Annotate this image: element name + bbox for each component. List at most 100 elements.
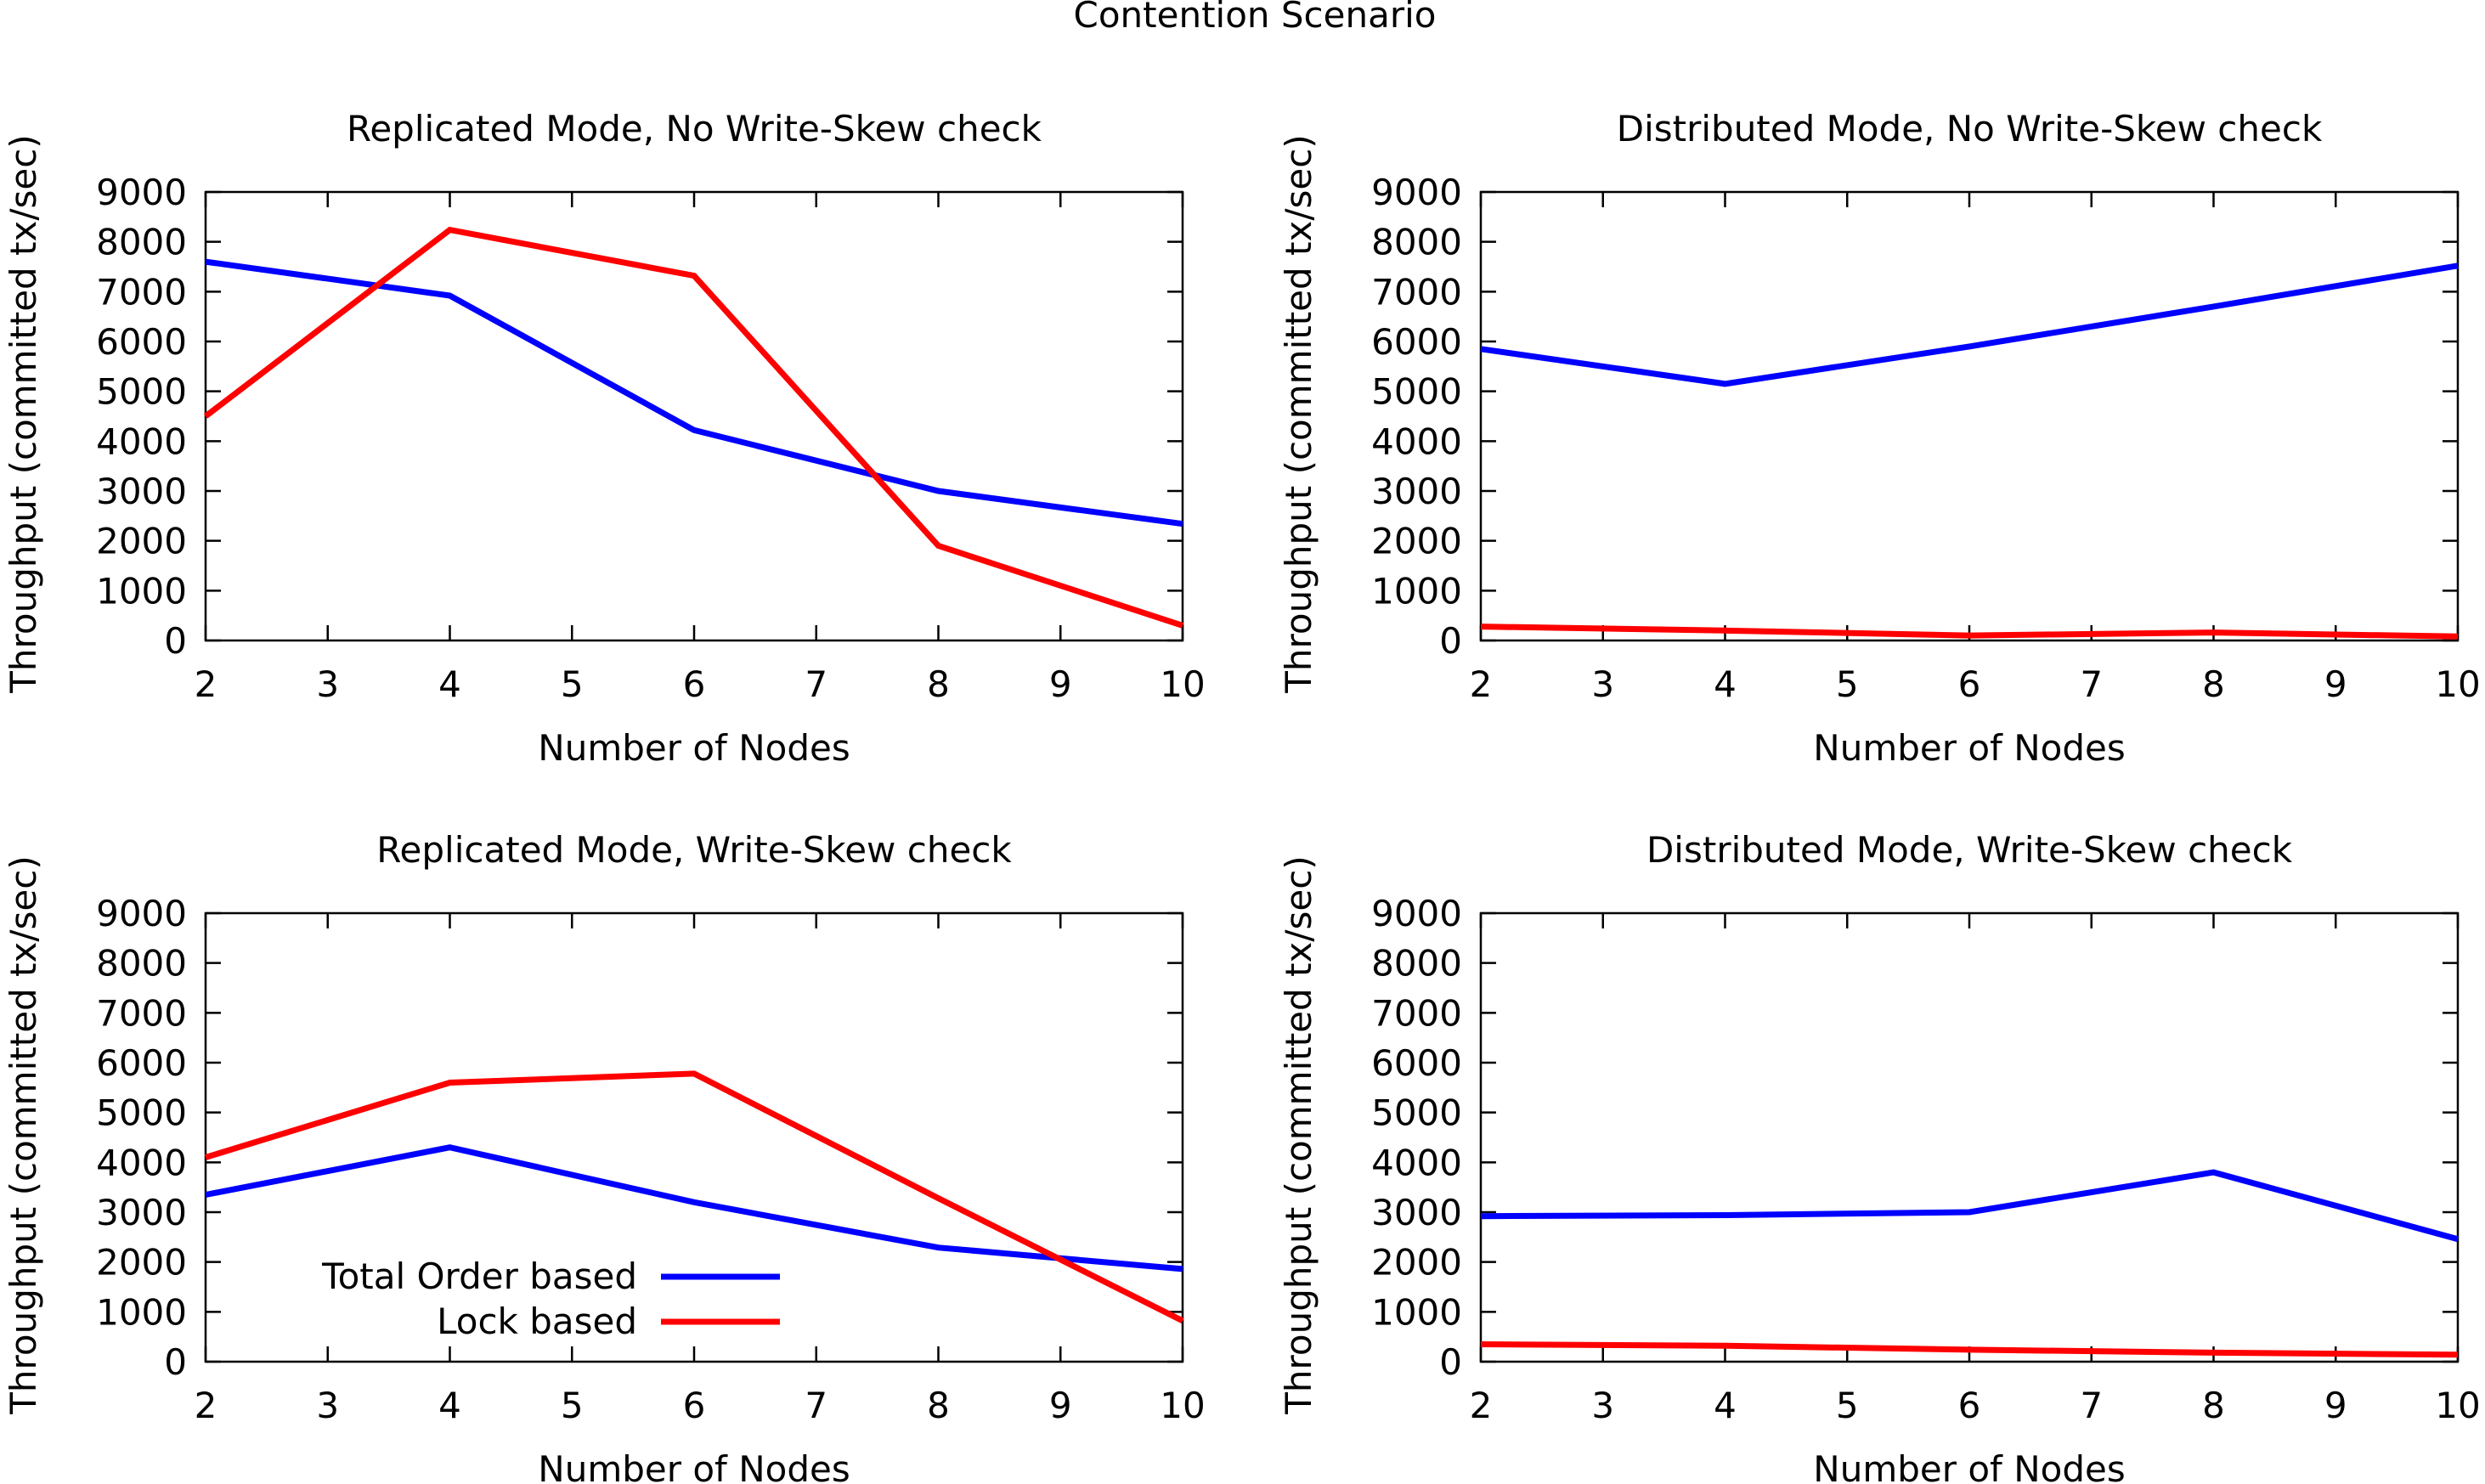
y-tick-label: 1000	[96, 1291, 187, 1333]
x-tick-label: 8	[927, 663, 950, 705]
series-line-lock-based	[1480, 624, 2459, 640]
y-tick-label: 7000	[96, 271, 187, 313]
x-tick-label: 4	[438, 663, 461, 705]
x-tick-label: 6	[683, 1385, 706, 1426]
chart-title: Replicated Mode, Write-Skew check	[376, 829, 1012, 871]
y-tick-label: 3000	[96, 1192, 187, 1233]
y-tick-label: 1000	[96, 570, 187, 612]
x-tick-label: 2	[195, 663, 217, 705]
y-tick-label: 9000	[1371, 893, 1462, 934]
y-tick-label: 7000	[1371, 271, 1462, 313]
series-line-total-order-based	[1480, 1169, 2459, 1243]
y-tick-label: 6000	[96, 321, 187, 363]
y-axis-label: Throughput (committed tx/sec)	[1278, 134, 1319, 693]
x-tick-label: 3	[316, 1385, 339, 1426]
y-tick-label: 3000	[1371, 1192, 1462, 1233]
x-tick-label: 9	[1049, 1385, 1072, 1426]
y-tick-label: 8000	[1371, 943, 1462, 985]
y-tick-label: 9000	[1371, 172, 1462, 213]
x-tick-label: 10	[2435, 1385, 2480, 1426]
chart-title: Distributed Mode, No Write-Skew check	[1617, 108, 2323, 150]
chart-panel-2: Distributed Mode, No Write-Skew check 0 10…	[1278, 108, 2481, 769]
y-axis-label: Throughput (committed tx/sec)	[3, 855, 44, 1414]
x-tick-label: 5	[561, 663, 584, 705]
x-axis-label: Number of Nodes	[1813, 1448, 2125, 1484]
x-tick-label: 6	[683, 663, 706, 705]
chart-panel-1: Replicated Mode, No Write-Skew check 0 100…	[3, 108, 1206, 769]
y-tick-label: 6000	[1371, 1042, 1462, 1084]
x-tick-label: 3	[1591, 1385, 1614, 1426]
x-tick-label: 9	[1049, 663, 1072, 705]
series-line-lock-based	[203, 226, 1184, 629]
y-tick-label: 5000	[96, 1092, 187, 1134]
x-tick-label: 10	[2435, 663, 2480, 705]
x-tick-label: 7	[2080, 1385, 2103, 1426]
y-tick-label: 6000	[96, 1042, 187, 1084]
chart-title: Distributed Mode, Write-Skew check	[1646, 829, 2293, 871]
x-tick-label: 7	[805, 1385, 827, 1426]
series-line-lock-based	[1480, 1341, 2459, 1358]
chart-panels: Replicated Mode, No Write-Skew check0100…	[3, 108, 2481, 1484]
y-tick-label: 9000	[96, 172, 187, 213]
y-tick-label: 6000	[1371, 321, 1462, 363]
y-tick-label: 5000	[1371, 371, 1462, 413]
chart-panel-3: Replicated Mode, Write-Skew check 0 1000 20…	[3, 829, 1206, 1484]
y-tick-label: 0	[164, 1341, 187, 1383]
y-tick-label: 8000	[96, 943, 187, 985]
x-tick-label: 3	[1591, 663, 1614, 705]
y-tick-label: 0	[164, 620, 187, 662]
y-tick-label: 1000	[1371, 1291, 1462, 1333]
x-tick-label: 10	[1160, 663, 1205, 705]
series-line-lock-based	[204, 1070, 1184, 1324]
y-axis-label: Throughput (committed tx/sec)	[1278, 855, 1319, 1414]
x-tick-label: 8	[2202, 663, 2225, 705]
x-tick-label: 4	[1714, 663, 1737, 705]
x-tick-label: 4	[1714, 1385, 1737, 1426]
y-tick-label: 4000	[1371, 420, 1462, 462]
x-tick-label: 2	[1470, 1385, 1493, 1426]
y-tick-label: 7000	[96, 992, 187, 1034]
x-tick-label: 9	[2324, 1385, 2347, 1426]
y-tick-label: 2000	[1371, 1242, 1462, 1284]
x-axis-label: Number of Nodes	[1813, 727, 2125, 769]
x-tick-label: 8	[2202, 1385, 2225, 1426]
series-line-total-order-based	[205, 1144, 1183, 1272]
legend-label: Total Order based	[321, 1255, 637, 1297]
x-tick-label: 9	[2324, 663, 2347, 705]
x-tick-label: 6	[1958, 663, 1981, 705]
y-tick-label: 3000	[1371, 471, 1462, 512]
y-tick-label: 0	[1439, 1341, 1462, 1383]
y-tick-label: 7000	[1371, 992, 1462, 1034]
x-tick-label: 7	[805, 663, 827, 705]
y-tick-label: 3000	[96, 471, 187, 512]
figure-title: Contention Scenario	[1074, 0, 1437, 36]
legend-label: Lock based	[437, 1301, 637, 1342]
y-tick-label: 5000	[1371, 1092, 1462, 1134]
y-tick-label: 2000	[1371, 521, 1462, 562]
chart-title: Replicated Mode, No Write-Skew check	[347, 108, 1042, 150]
x-tick-label: 5	[1836, 663, 1859, 705]
y-tick-label: 4000	[1371, 1142, 1462, 1183]
y-tick-label: 0	[1439, 620, 1462, 662]
x-tick-label: 10	[1160, 1385, 1205, 1426]
series-line-total-order-based	[1480, 262, 2459, 387]
y-axis-label: Throughput (committed tx/sec)	[3, 134, 44, 693]
y-tick-label: 9000	[96, 893, 187, 934]
x-tick-label: 2	[1470, 663, 1493, 705]
x-tick-label: 4	[438, 1385, 461, 1426]
y-tick-label: 4000	[96, 420, 187, 462]
y-tick-label: 1000	[1371, 570, 1462, 612]
x-tick-label: 6	[1958, 1385, 1981, 1426]
series-line-total-order-based	[205, 258, 1183, 528]
y-tick-label: 5000	[96, 371, 187, 413]
x-tick-label: 7	[2080, 663, 2103, 705]
x-tick-label: 3	[316, 663, 339, 705]
x-tick-label: 8	[927, 1385, 950, 1426]
x-tick-label: 2	[195, 1385, 217, 1426]
x-tick-label: 5	[1836, 1385, 1859, 1426]
x-axis-label: Number of Nodes	[538, 1448, 850, 1484]
y-tick-label: 2000	[96, 521, 187, 562]
